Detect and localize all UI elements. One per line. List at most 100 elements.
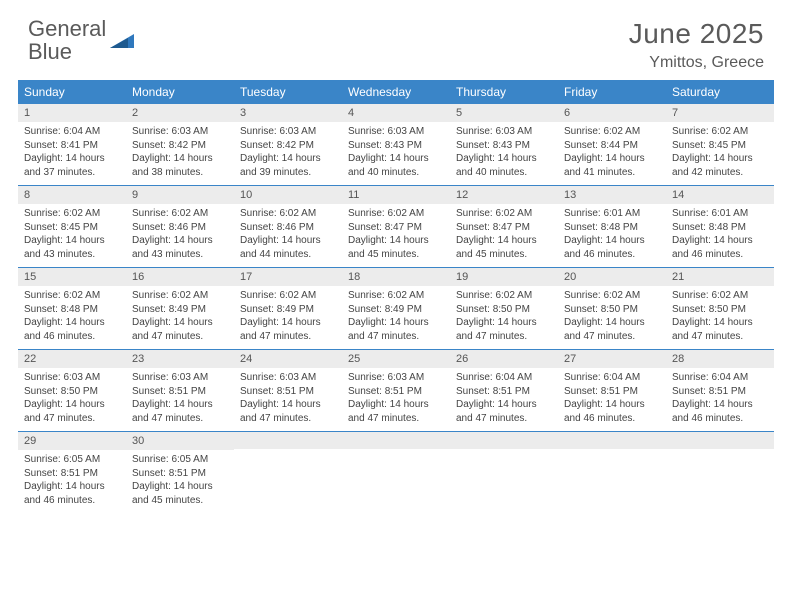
day-details: Sunrise: 6:03 AMSunset: 8:51 PMDaylight:… — [342, 368, 450, 425]
calendar-day: 28Sunrise: 6:04 AMSunset: 8:51 PMDayligh… — [666, 350, 774, 431]
calendar-week: 22Sunrise: 6:03 AMSunset: 8:50 PMDayligh… — [18, 350, 774, 432]
calendar-week: 29Sunrise: 6:05 AMSunset: 8:51 PMDayligh… — [18, 432, 774, 513]
weekday-header: Thursday — [450, 80, 558, 104]
day-number — [666, 432, 774, 449]
weekday-header-row: SundayMondayTuesdayWednesdayThursdayFrid… — [18, 80, 774, 104]
day-details: Sunrise: 6:02 AMSunset: 8:50 PMDaylight:… — [666, 286, 774, 343]
day-details: Sunrise: 6:02 AMSunset: 8:50 PMDaylight:… — [450, 286, 558, 343]
day-number — [234, 432, 342, 449]
day-details: Sunrise: 6:02 AMSunset: 8:45 PMDaylight:… — [18, 204, 126, 261]
weekday-header: Sunday — [18, 80, 126, 104]
calendar-day: 27Sunrise: 6:04 AMSunset: 8:51 PMDayligh… — [558, 350, 666, 431]
sunrise-line: Sunrise: 6:02 AM — [24, 207, 120, 221]
sunset-line: Sunset: 8:51 PM — [24, 467, 120, 481]
daylight-line: Daylight: 14 hours and 38 minutes. — [132, 152, 228, 179]
sunrise-line: Sunrise: 6:02 AM — [564, 289, 660, 303]
calendar-day: 23Sunrise: 6:03 AMSunset: 8:51 PMDayligh… — [126, 350, 234, 431]
day-details: Sunrise: 6:02 AMSunset: 8:49 PMDaylight:… — [234, 286, 342, 343]
calendar-day: 10Sunrise: 6:02 AMSunset: 8:46 PMDayligh… — [234, 186, 342, 267]
sunset-line: Sunset: 8:51 PM — [132, 385, 228, 399]
calendar-day: 14Sunrise: 6:01 AMSunset: 8:48 PMDayligh… — [666, 186, 774, 267]
day-number: 16 — [126, 268, 234, 286]
calendar-day: 3Sunrise: 6:03 AMSunset: 8:42 PMDaylight… — [234, 104, 342, 185]
daylight-line: Daylight: 14 hours and 46 minutes. — [564, 234, 660, 261]
weekday-header: Wednesday — [342, 80, 450, 104]
sunset-line: Sunset: 8:51 PM — [564, 385, 660, 399]
sunrise-line: Sunrise: 6:04 AM — [456, 371, 552, 385]
sunrise-line: Sunrise: 6:05 AM — [132, 453, 228, 467]
day-number: 30 — [126, 432, 234, 450]
day-number: 5 — [450, 104, 558, 122]
weekday-header: Saturday — [666, 80, 774, 104]
calendar-day: 9Sunrise: 6:02 AMSunset: 8:46 PMDaylight… — [126, 186, 234, 267]
calendar-day — [666, 432, 774, 513]
day-number: 24 — [234, 350, 342, 368]
day-number: 17 — [234, 268, 342, 286]
day-details: Sunrise: 6:01 AMSunset: 8:48 PMDaylight:… — [558, 204, 666, 261]
sunrise-line: Sunrise: 6:03 AM — [348, 371, 444, 385]
sunrise-line: Sunrise: 6:02 AM — [240, 289, 336, 303]
sunrise-line: Sunrise: 6:03 AM — [240, 125, 336, 139]
calendar-day: 1Sunrise: 6:04 AMSunset: 8:41 PMDaylight… — [18, 104, 126, 185]
daylight-line: Daylight: 14 hours and 45 minutes. — [456, 234, 552, 261]
sunrise-line: Sunrise: 6:02 AM — [24, 289, 120, 303]
daylight-line: Daylight: 14 hours and 45 minutes. — [132, 480, 228, 507]
day-details: Sunrise: 6:03 AMSunset: 8:42 PMDaylight:… — [234, 122, 342, 179]
calendar-day — [558, 432, 666, 513]
sunrise-line: Sunrise: 6:03 AM — [348, 125, 444, 139]
calendar-day: 24Sunrise: 6:03 AMSunset: 8:51 PMDayligh… — [234, 350, 342, 431]
sunrise-line: Sunrise: 6:02 AM — [456, 289, 552, 303]
calendar-week: 8Sunrise: 6:02 AMSunset: 8:45 PMDaylight… — [18, 186, 774, 268]
day-number: 19 — [450, 268, 558, 286]
day-details: Sunrise: 6:04 AMSunset: 8:41 PMDaylight:… — [18, 122, 126, 179]
sunrise-line: Sunrise: 6:04 AM — [564, 371, 660, 385]
sunset-line: Sunset: 8:45 PM — [24, 221, 120, 235]
logo: General Blue — [28, 18, 136, 64]
daylight-line: Daylight: 14 hours and 40 minutes. — [348, 152, 444, 179]
day-number: 25 — [342, 350, 450, 368]
sunset-line: Sunset: 8:50 PM — [456, 303, 552, 317]
daylight-line: Daylight: 14 hours and 42 minutes. — [672, 152, 768, 179]
daylight-line: Daylight: 14 hours and 47 minutes. — [132, 316, 228, 343]
day-details: Sunrise: 6:01 AMSunset: 8:48 PMDaylight:… — [666, 204, 774, 261]
sunset-line: Sunset: 8:50 PM — [672, 303, 768, 317]
day-details: Sunrise: 6:03 AMSunset: 8:51 PMDaylight:… — [126, 368, 234, 425]
calendar-day: 29Sunrise: 6:05 AMSunset: 8:51 PMDayligh… — [18, 432, 126, 513]
day-number: 8 — [18, 186, 126, 204]
daylight-line: Daylight: 14 hours and 45 minutes. — [348, 234, 444, 261]
sunset-line: Sunset: 8:47 PM — [456, 221, 552, 235]
calendar-day: 5Sunrise: 6:03 AMSunset: 8:43 PMDaylight… — [450, 104, 558, 185]
day-details: Sunrise: 6:05 AMSunset: 8:51 PMDaylight:… — [18, 450, 126, 507]
sunset-line: Sunset: 8:50 PM — [24, 385, 120, 399]
sunrise-line: Sunrise: 6:03 AM — [132, 125, 228, 139]
day-details: Sunrise: 6:05 AMSunset: 8:51 PMDaylight:… — [126, 450, 234, 507]
day-number: 21 — [666, 268, 774, 286]
weekday-header: Monday — [126, 80, 234, 104]
sunset-line: Sunset: 8:49 PM — [348, 303, 444, 317]
sunset-line: Sunset: 8:46 PM — [132, 221, 228, 235]
calendar-day — [450, 432, 558, 513]
day-number: 22 — [18, 350, 126, 368]
sunset-line: Sunset: 8:41 PM — [24, 139, 120, 153]
sunset-line: Sunset: 8:43 PM — [456, 139, 552, 153]
calendar-day: 13Sunrise: 6:01 AMSunset: 8:48 PMDayligh… — [558, 186, 666, 267]
day-details: Sunrise: 6:04 AMSunset: 8:51 PMDaylight:… — [450, 368, 558, 425]
sunrise-line: Sunrise: 6:04 AM — [672, 371, 768, 385]
sunrise-line: Sunrise: 6:03 AM — [456, 125, 552, 139]
calendar-day: 2Sunrise: 6:03 AMSunset: 8:42 PMDaylight… — [126, 104, 234, 185]
day-details: Sunrise: 6:03 AMSunset: 8:43 PMDaylight:… — [342, 122, 450, 179]
calendar-week: 15Sunrise: 6:02 AMSunset: 8:48 PMDayligh… — [18, 268, 774, 350]
day-details: Sunrise: 6:02 AMSunset: 8:46 PMDaylight:… — [126, 204, 234, 261]
daylight-line: Daylight: 14 hours and 37 minutes. — [24, 152, 120, 179]
weeks-container: 1Sunrise: 6:04 AMSunset: 8:41 PMDaylight… — [18, 104, 774, 513]
sunset-line: Sunset: 8:49 PM — [132, 303, 228, 317]
calendar-day: 22Sunrise: 6:03 AMSunset: 8:50 PMDayligh… — [18, 350, 126, 431]
daylight-line: Daylight: 14 hours and 47 minutes. — [564, 316, 660, 343]
calendar-day: 21Sunrise: 6:02 AMSunset: 8:50 PMDayligh… — [666, 268, 774, 349]
daylight-line: Daylight: 14 hours and 47 minutes. — [456, 316, 552, 343]
day-number — [558, 432, 666, 449]
day-details: Sunrise: 6:02 AMSunset: 8:48 PMDaylight:… — [18, 286, 126, 343]
weekday-header: Friday — [558, 80, 666, 104]
sunset-line: Sunset: 8:51 PM — [348, 385, 444, 399]
day-details: Sunrise: 6:02 AMSunset: 8:50 PMDaylight:… — [558, 286, 666, 343]
